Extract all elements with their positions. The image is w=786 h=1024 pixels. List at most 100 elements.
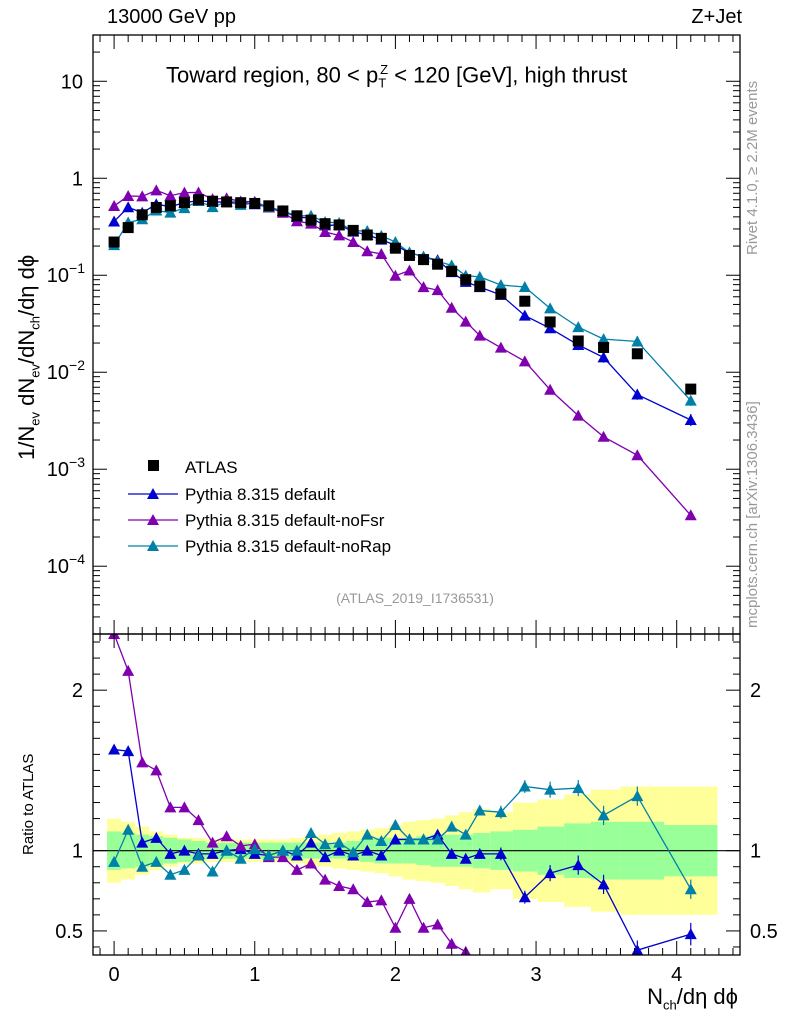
ratio-series-marker: [178, 801, 191, 813]
ratio-series-marker: [192, 814, 205, 826]
ratio-series-marker: [459, 828, 472, 840]
x-axis-label: Nch/dη dϕ: [647, 984, 738, 1012]
y-tick-label: 10−3: [47, 454, 85, 481]
ratio-y-tick-label-right: 0.5: [750, 921, 778, 943]
ratio-series-marker: [276, 851, 289, 863]
ratio-series-marker: [572, 782, 585, 794]
main-series-marker: [544, 383, 557, 395]
ratio-series-marker: [164, 868, 177, 880]
main-series-marker: [473, 329, 486, 341]
ratio-series-marker: [361, 896, 374, 908]
atlas-data-point: [685, 383, 697, 395]
ratio-series-marker: [572, 978, 584, 989]
ratio-series-marker: [122, 745, 135, 757]
ratio-frame: [92, 633, 741, 956]
legend-marker: [147, 540, 159, 551]
ratio-series-marker: [333, 879, 346, 891]
main-series-marker: [494, 278, 507, 290]
chart-title-sub: T: [378, 75, 387, 91]
chart-title-sup: Z: [380, 62, 389, 77]
ylabel-part: ev: [27, 364, 43, 378]
atlas-data-point: [221, 196, 233, 208]
ratio-series-marker: [178, 844, 191, 856]
atlas-data-point: [333, 219, 345, 231]
atlas-data-point: [572, 335, 584, 347]
atlas-data-point: [519, 295, 531, 307]
y-tick-label: 10−2: [47, 357, 85, 384]
ratio-series-marker: [417, 921, 430, 933]
main-series-marker: [375, 248, 388, 260]
ratio-series-marker: [234, 852, 247, 864]
ratio-series-marker: [248, 843, 261, 855]
ratio-series-marker: [333, 844, 346, 856]
main-series-marker: [459, 315, 472, 327]
ratio-y-tick-label-left: 0.5: [55, 921, 83, 943]
legend-atlas-label: ATLAS: [185, 458, 238, 477]
atlas-data-point: [432, 258, 444, 270]
y-tick-label: 1: [72, 168, 83, 190]
atlas-data-point: [207, 195, 219, 207]
ratio-series-marker: [375, 849, 388, 861]
ratio-series-marker: [122, 823, 135, 835]
main-series-marker: [108, 200, 121, 212]
ratio-series-marker: [122, 664, 135, 676]
main-series-marker: [361, 245, 374, 257]
main-series-marker: [347, 235, 360, 247]
legend-label: Pythia 8.315 default-noRap: [185, 537, 391, 556]
atlas-data-point: [418, 254, 430, 266]
main-series-marker: [494, 341, 507, 353]
ratio-series-marker: [494, 847, 507, 859]
mcplots-credit-label: mcplots.cern.ch [arXiv:1306.3436]: [744, 401, 761, 628]
ratio-series-marker: [192, 849, 205, 861]
atlas-data-points: [108, 194, 697, 395]
ratio-series-marker: [519, 967, 531, 978]
main-series-marker: [445, 301, 458, 313]
atlas-data-point: [136, 209, 148, 221]
main-series-marker: [631, 335, 644, 347]
atlas-data-point: [460, 274, 472, 286]
ratio-series-marker: [206, 865, 219, 877]
x-tick-label: 1: [249, 964, 260, 986]
legend-label: Pythia 8.315 default: [185, 485, 336, 504]
main-series-marker: [572, 321, 585, 333]
main-series-line: [113, 189, 692, 516]
main-series-marker: [597, 333, 610, 345]
ratio-series-marker: [305, 857, 318, 869]
ratio-series-marker: [375, 835, 388, 847]
ratio-series-marker: [495, 960, 507, 971]
main-series-marker: [473, 270, 486, 282]
process-label: Z+Jet: [691, 6, 742, 28]
x-tick-label: 3: [530, 964, 541, 986]
ratio-series-marker: [220, 830, 233, 842]
atlas-data-point: [122, 222, 134, 234]
main-series-marker: [544, 302, 557, 314]
legend-marker: [147, 488, 159, 499]
ratio-series-marker: [389, 921, 402, 933]
ratio-series-marker: [108, 743, 121, 755]
atlas-data-point: [319, 218, 331, 230]
main-series-marker: [319, 226, 332, 238]
atlas-data-point: [249, 197, 261, 209]
ratio-series-marker: [178, 863, 191, 875]
ylabel-part: ch: [27, 316, 43, 330]
ratio-series-marker: [597, 878, 610, 890]
ratio-series-marker: [684, 928, 697, 940]
ratio-series-marker: [164, 801, 177, 813]
ratio-series-marker: [305, 836, 318, 848]
ratio-series-marker: [164, 847, 177, 859]
main-series-marker: [389, 269, 402, 281]
atlas-data-point: [361, 229, 373, 241]
atlas-data-point: [150, 201, 162, 213]
ratio-series-marker: [347, 846, 360, 858]
atlas-data-point: [598, 341, 610, 353]
ylabel-part: /dN: [14, 329, 39, 365]
ratio-series-marker: [445, 847, 458, 859]
main-series-marker: [122, 201, 135, 213]
main-series-marker: [122, 189, 135, 201]
atlas-data-point: [474, 280, 486, 292]
ratio-y-tick-label-right: 1: [750, 841, 761, 863]
atlas-data-point: [178, 197, 190, 209]
ratio-series-marker: [597, 809, 610, 821]
main-series-marker: [164, 189, 177, 201]
